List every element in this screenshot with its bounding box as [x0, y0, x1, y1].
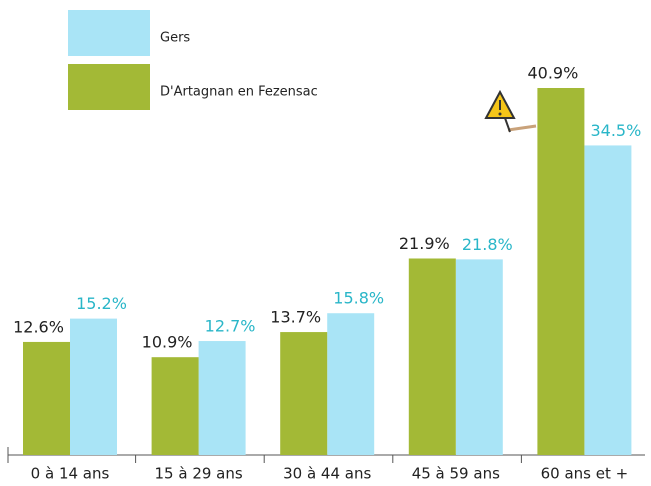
value-label: 15.2% — [76, 294, 127, 313]
bar — [584, 145, 632, 456]
x-tick-label: 45 à 59 ans — [412, 465, 500, 483]
value-label: 21.8% — [462, 235, 513, 254]
warning-icon — [484, 89, 537, 133]
legend-swatch — [68, 10, 150, 56]
legend-label: D'Artagnan en Fezensac — [160, 85, 318, 100]
value-label: 15.8% — [333, 289, 384, 308]
value-label: 10.9% — [142, 333, 193, 352]
value-label: 34.5% — [590, 121, 641, 140]
value-label: 21.9% — [399, 234, 450, 253]
bar — [23, 341, 70, 455]
x-tick-label: 15 à 29 ans — [155, 465, 243, 483]
value-label: 40.9% — [527, 64, 578, 83]
bar — [151, 357, 199, 455]
legend-label: Gers — [160, 31, 190, 46]
bar — [198, 341, 246, 455]
bar — [537, 88, 585, 455]
bar — [327, 313, 375, 455]
x-tick-label: 60 ans et + — [541, 465, 629, 483]
x-tick-label: 0 à 14 ans — [31, 465, 110, 483]
bar — [408, 258, 456, 455]
legend-swatch — [68, 64, 150, 110]
bar — [455, 259, 503, 455]
bar — [70, 318, 117, 455]
value-label: 12.7% — [205, 317, 256, 336]
bar — [280, 332, 328, 455]
value-label: 13.7% — [270, 308, 321, 327]
x-tick-label: 30 à 44 ans — [283, 465, 371, 483]
value-label: 12.6% — [13, 317, 64, 336]
